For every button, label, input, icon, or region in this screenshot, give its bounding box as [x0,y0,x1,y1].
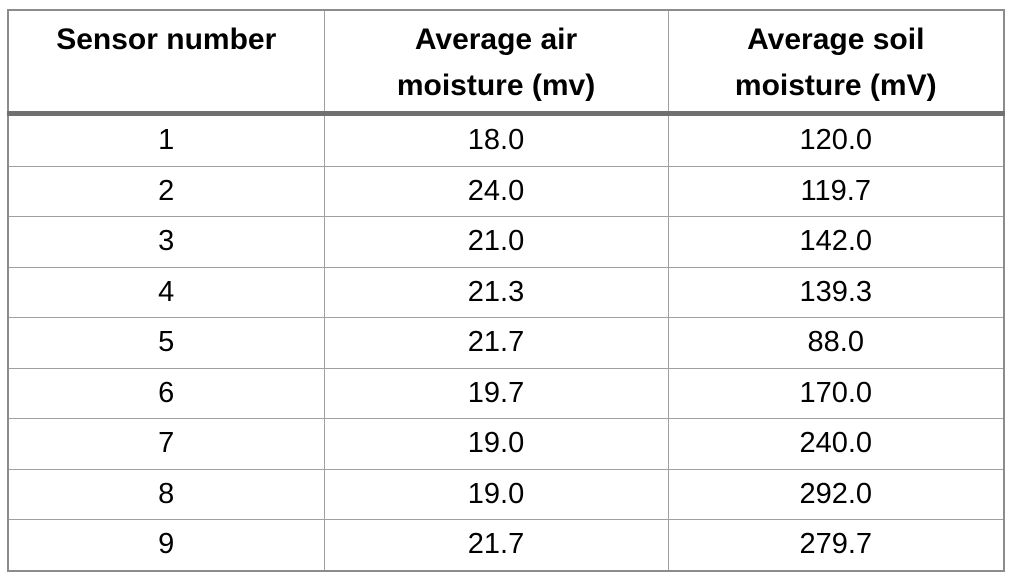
table-cell: 5 [7,317,325,369]
table-cell: 19.7 [323,367,669,419]
table-cell: 21.7 [323,317,669,369]
table-cell: 24.0 [323,165,669,217]
header-line: moisture (mV) [734,69,937,102]
header-average-air-moisture: Average air moisture (mv) [323,9,669,116]
table-cell: 3 [7,216,325,268]
table-row: 2 24.0 119.7 [7,165,1005,217]
table-row: 3 21.0 142.0 [7,216,1005,268]
table-cell: 9 [7,519,325,571]
header-line: Average soil [747,23,925,56]
table-row: 9 21.7 279.7 [7,519,1005,571]
table-row: 6 19.7 170.0 [7,367,1005,419]
table-row: 4 21.3 139.3 [7,266,1005,318]
table-header: Sensor number Average air moisture (mv) … [7,9,1005,116]
header-line: moisture (mv) [396,69,596,102]
table-cell: 120.0 [667,113,1005,167]
header-average-soil-moisture: Average soil moisture (mV) [667,9,1005,116]
table-cell: 88.0 [667,317,1005,369]
table-cell: 292.0 [667,468,1005,520]
table-cell: 19.0 [323,418,669,470]
table-cell: 2 [7,165,325,217]
sensor-moisture-table-container: Sensor number Average air moisture (mv) … [7,9,1005,572]
header-row: Sensor number Average air moisture (mv) … [7,9,1005,116]
table-cell: 142.0 [667,216,1005,268]
table-cell: 21.7 [323,519,669,571]
table-row: 1 18.0 120.0 [7,113,1005,167]
table-cell: 4 [7,266,325,318]
header-line: Average air [414,23,578,56]
table-cell: 8 [7,468,325,520]
table-cell: 21.3 [323,266,669,318]
table-cell: 19.0 [323,468,669,520]
header-line: Sensor number [56,23,277,56]
table-row: 8 19.0 292.0 [7,468,1005,520]
table-cell: 6 [7,367,325,419]
table-row: 7 19.0 240.0 [7,418,1005,470]
table-cell: 1 [7,113,325,167]
table-row: 5 21.7 88.0 [7,317,1005,369]
table-cell: 119.7 [667,165,1005,217]
table-cell: 170.0 [667,367,1005,419]
table-cell: 7 [7,418,325,470]
table-body: 1 18.0 120.0 2 24.0 119.7 3 21.0 142.0 4 21.3 139.3… [7,113,1005,571]
table-cell: 21.0 [323,216,669,268]
table-cell: 279.7 [667,519,1005,571]
table-cell: 139.3 [667,266,1005,318]
table-cell: 18.0 [323,113,669,167]
sensor-moisture-table: Sensor number Average air moisture (mv) … [7,9,1005,572]
header-sensor-number: Sensor number [7,9,325,116]
table-cell: 240.0 [667,418,1005,470]
